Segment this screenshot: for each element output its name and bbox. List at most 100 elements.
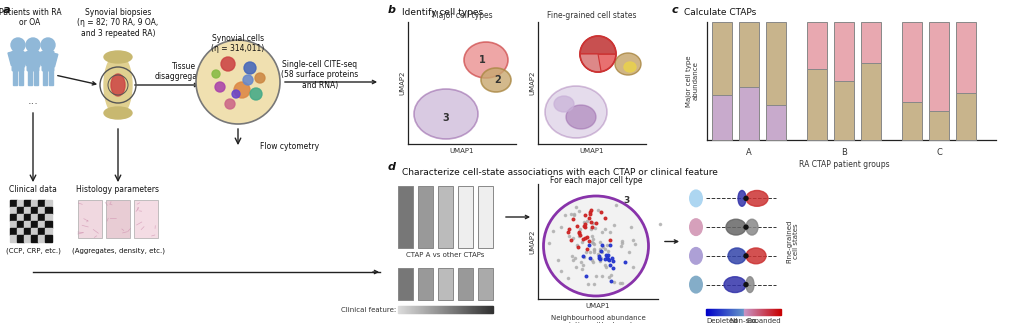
Text: B: B [841, 148, 847, 157]
Text: Synovial biopsies
(η = 82; 70 RA, 9 OA,
and 3 repeated RA): Synovial biopsies (η = 82; 70 RA, 9 OA, … [78, 8, 159, 38]
Point [612, 243, 629, 248]
Bar [438, 186, 453, 248]
Bar [24, 235, 31, 242]
Bar [398, 268, 413, 300]
Point [593, 248, 609, 254]
Point [583, 219, 599, 224]
Bar [712, 22, 732, 95]
Text: Clinical feature:: Clinical feature: [341, 307, 396, 312]
Point [586, 242, 602, 247]
Circle shape [744, 225, 748, 229]
Bar [38, 200, 44, 206]
Point [583, 207, 599, 213]
Text: UMAP2: UMAP2 [529, 71, 535, 95]
Text: 3: 3 [623, 196, 629, 205]
Bar [17, 235, 24, 242]
Point [601, 230, 617, 235]
Text: Characterize cell-state associations with each CTAP or clinical feature: Characterize cell-state associations wit… [402, 168, 718, 177]
Bar [861, 22, 881, 63]
Point [571, 230, 588, 235]
Point [565, 211, 582, 216]
Point [600, 256, 616, 261]
Ellipse shape [544, 196, 648, 296]
Point [585, 259, 601, 265]
Text: 2: 2 [495, 75, 502, 85]
Bar [834, 22, 854, 81]
Point [569, 224, 586, 229]
Bar [929, 110, 949, 140]
Point [600, 257, 616, 263]
Point [575, 220, 592, 225]
Point [590, 208, 606, 213]
Circle shape [255, 73, 265, 83]
Point [601, 275, 617, 280]
Ellipse shape [481, 68, 511, 92]
Bar [19, 53, 28, 67]
Bar [28, 70, 32, 85]
Bar [38, 52, 46, 66]
Circle shape [744, 254, 748, 258]
Bar [49, 70, 53, 85]
Bar [834, 81, 854, 140]
Point [584, 225, 600, 230]
Bar [106, 200, 130, 238]
Bar [739, 87, 759, 140]
Point [592, 248, 608, 253]
Point [561, 226, 578, 231]
Point [579, 274, 595, 279]
Text: b: b [388, 5, 396, 15]
Point [592, 246, 608, 251]
Bar [10, 235, 16, 242]
Ellipse shape [545, 86, 607, 138]
Text: CTAP A vs other CTAPs: CTAP A vs other CTAPs [407, 252, 484, 258]
Point [560, 229, 577, 234]
Point [590, 251, 606, 256]
Point [597, 263, 613, 268]
Text: (Aggregates, density, etc.): (Aggregates, density, etc.) [72, 248, 165, 255]
Point [600, 252, 616, 257]
Point [579, 234, 595, 239]
Point [567, 205, 584, 210]
Text: Fine-grained
cell states: Fine-grained cell states [786, 220, 799, 263]
Ellipse shape [746, 277, 754, 293]
Text: Single-cell CITE-seq
(58 surface proteins
and RNA): Single-cell CITE-seq (58 surface protein… [282, 60, 358, 90]
Text: 1: 1 [478, 55, 485, 65]
Wedge shape [580, 54, 616, 72]
Ellipse shape [746, 248, 766, 264]
Bar [902, 22, 922, 102]
Circle shape [744, 196, 748, 200]
Point [603, 255, 620, 260]
Point [594, 230, 610, 235]
Bar [24, 221, 31, 227]
Bar [956, 93, 976, 140]
Bar [17, 200, 24, 206]
Text: d: d [388, 162, 396, 172]
Bar [43, 70, 47, 85]
Text: UMAP1: UMAP1 [580, 148, 604, 154]
Point [605, 223, 622, 228]
Point [561, 233, 578, 238]
Bar [31, 214, 38, 221]
Bar [35, 53, 43, 67]
Bar [78, 200, 102, 238]
Ellipse shape [104, 54, 132, 116]
Circle shape [234, 82, 250, 98]
Point [581, 215, 597, 220]
Circle shape [212, 70, 220, 78]
Bar [712, 95, 732, 140]
Circle shape [225, 99, 234, 109]
Point [578, 213, 594, 218]
Point [584, 257, 600, 263]
Text: Major cell type
abundance: Major cell type abundance [685, 55, 698, 107]
Point [570, 244, 587, 249]
Circle shape [244, 62, 256, 74]
Point [607, 202, 624, 207]
Text: For each major cell type: For each major cell type [550, 176, 642, 185]
Point [570, 231, 587, 236]
Point [570, 208, 587, 214]
Bar [807, 22, 827, 69]
Point [586, 247, 602, 252]
Text: a: a [3, 5, 10, 15]
Point [599, 243, 615, 248]
Point [568, 264, 585, 269]
